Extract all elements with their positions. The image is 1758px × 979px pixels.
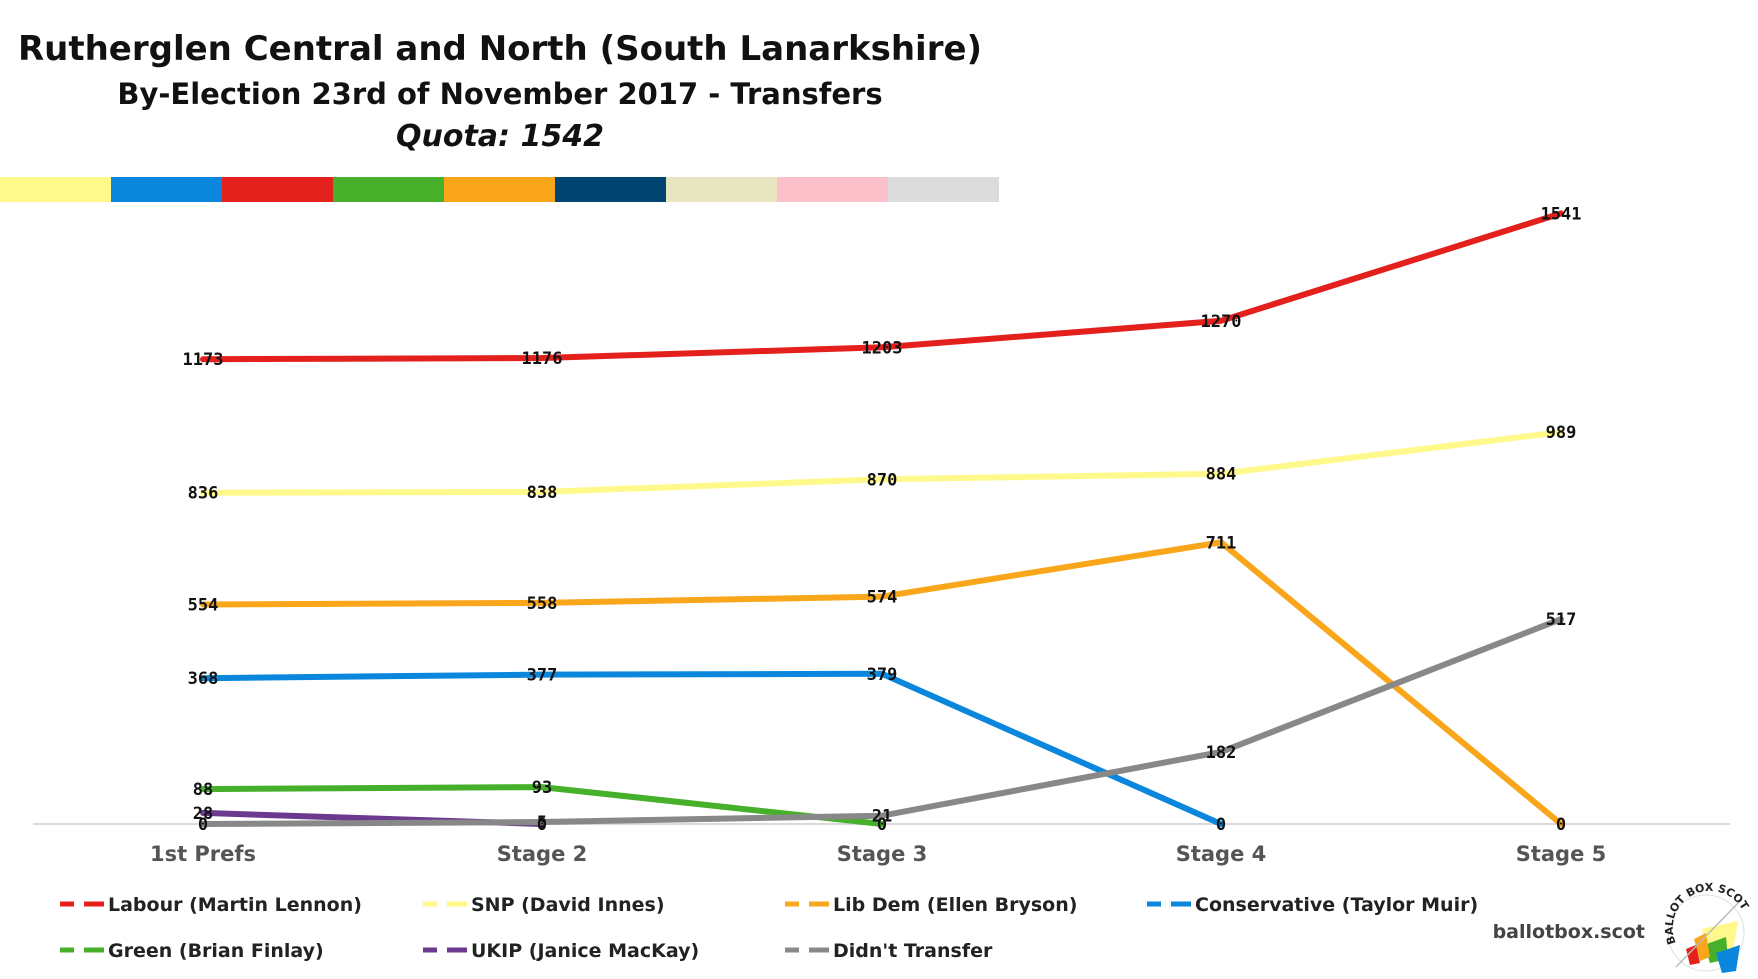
data-label: 1541: [1541, 204, 1582, 224]
data-label: 88: [193, 780, 213, 800]
ballot-box-logo-icon: BALLOT BOX SCOTLAND: [1661, 881, 1752, 973]
data-label: 368: [188, 669, 219, 689]
chart-subtitle: By-Election 23rd of November 2017 - Tran…: [117, 77, 882, 111]
quota-label: Quota: 1542: [396, 119, 604, 154]
data-label: 0: [1556, 815, 1566, 835]
legend-label: Green (Brian Finlay): [108, 940, 324, 962]
series-line: [200, 539, 1564, 827]
legend-label: UKIP (Janice MacKay): [471, 940, 699, 962]
data-label: 377: [527, 666, 558, 686]
color-bar-segment: [222, 177, 333, 202]
legend: Labour (Martin Lennon) SNP (David Innes) L…: [60, 894, 1478, 962]
color-bar-segment: [444, 177, 555, 202]
series-line: [200, 210, 1564, 363]
site-label: ballotbox.scot: [1493, 921, 1645, 943]
data-label: 0: [1216, 815, 1226, 835]
legend-label: SNP (David Innes): [471, 894, 665, 916]
data-label: 0: [537, 815, 547, 835]
data-label: 1270: [1201, 312, 1242, 332]
legend-label: Conservative (Taylor Muir): [1195, 894, 1478, 916]
x-tick-label: Stage 2: [497, 842, 588, 866]
party-color-bar: [0, 177, 999, 202]
data-label: 884: [1206, 465, 1237, 485]
series-line: [200, 616, 1564, 827]
data-label: 0: [198, 815, 208, 835]
chart-title: Rutherglen Central and North (South Lana…: [18, 29, 982, 69]
color-bar-segment: [555, 177, 666, 202]
series-line: [200, 670, 1224, 827]
color-bar-segment: [111, 177, 222, 202]
series-line: [200, 429, 1564, 496]
data-label: 93: [532, 778, 552, 798]
series-line: [200, 784, 885, 827]
x-axis-tick-labels: 1st Prefs Stage 2 Stage 3 Stage 4 Stage 5: [150, 842, 1606, 866]
data-label: 21: [872, 807, 892, 827]
color-bar-segment: [666, 177, 777, 202]
legend-label: Labour (Martin Lennon): [108, 894, 362, 916]
legend-label: Lib Dem (Ellen Bryson): [833, 894, 1077, 916]
data-label: 379: [867, 665, 898, 685]
x-tick-label: Stage 5: [1516, 842, 1607, 866]
data-label: 1173: [183, 350, 224, 370]
data-label: 1176: [522, 349, 563, 369]
color-bar-segment: [333, 177, 444, 202]
data-label: 182: [1206, 743, 1237, 763]
data-label: 1203: [862, 338, 903, 358]
x-tick-label: Stage 3: [837, 842, 928, 866]
color-bar-segment: [777, 177, 888, 202]
color-bar-segment: [888, 177, 999, 202]
data-label: 554: [188, 596, 219, 616]
data-label: 0: [877, 815, 887, 835]
data-label: 5: [537, 813, 547, 833]
data-label: 711: [1206, 533, 1237, 553]
data-label: 558: [527, 594, 558, 614]
data-label: 836: [188, 484, 219, 504]
legend-label: Didn't Transfer: [833, 940, 993, 962]
data-label: 989: [1546, 423, 1577, 443]
data-label: 28: [193, 804, 213, 824]
data-label: 870: [867, 470, 898, 490]
data-label: 574: [867, 588, 898, 608]
data-label: 838: [527, 483, 558, 503]
x-tick-label: 1st Prefs: [150, 842, 256, 866]
data-label: 517: [1546, 610, 1577, 630]
x-tick-label: Stage 4: [1176, 842, 1267, 866]
color-bar-segment: [0, 177, 111, 202]
series-lines: [200, 210, 1564, 827]
